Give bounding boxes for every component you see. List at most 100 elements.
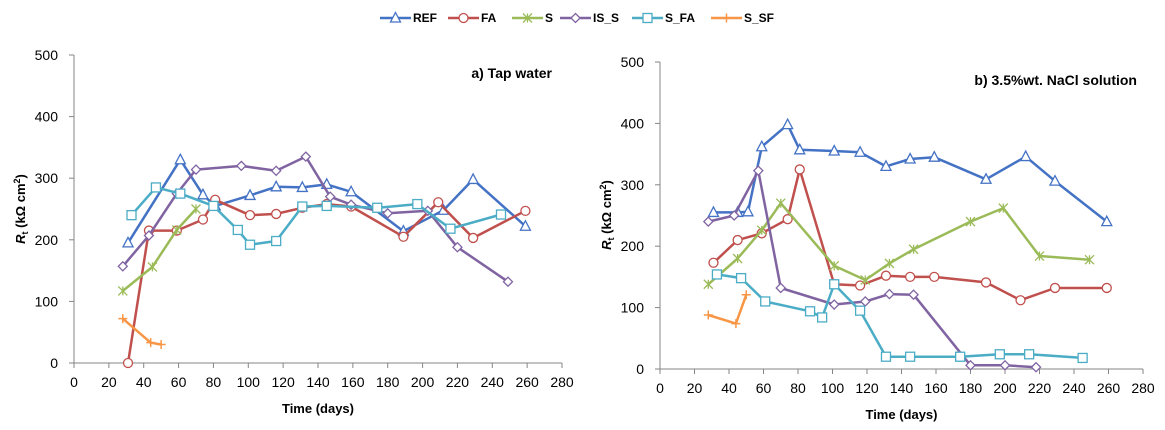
legend-item-ref: REF: [380, 11, 437, 25]
legend-label: IS_S: [593, 11, 619, 25]
data-point: [467, 232, 479, 244]
series-s-fa: [711, 269, 1088, 364]
legend: REF FA S IS_S S_FA S_SF: [380, 11, 774, 25]
data-point: [880, 351, 892, 362]
x-tick-label: 220: [446, 374, 470, 390]
data-point: [707, 205, 720, 218]
series-line: [121, 317, 162, 346]
data-point: [146, 338, 156, 348]
legend-item-s-fa: S_FA: [632, 11, 695, 25]
data-point: [300, 151, 312, 163]
data-point: [156, 340, 166, 350]
x-tick-label: 100: [237, 374, 261, 390]
series-s-sf: [118, 314, 166, 350]
x-tick-label: 140: [306, 374, 330, 390]
chart-panel-tap-water: 0 100 200 300 400 500 0 20 40 60 80 100 120 140 160 180…: [12, 47, 574, 416]
data-point: [1101, 282, 1112, 294]
data-point: [495, 209, 507, 220]
data-point: [732, 253, 743, 264]
y-axis-title: Rt (kΩ cm2): [12, 174, 30, 244]
data-point: [929, 271, 940, 283]
data-point: [174, 152, 187, 165]
data-point: [980, 277, 992, 288]
x-tick-label: 100: [821, 380, 845, 396]
data-point: [728, 210, 740, 221]
legend-marker: [522, 13, 533, 23]
series-s: [117, 204, 201, 296]
legend-label: FA: [481, 11, 497, 25]
data-point: [880, 270, 892, 281]
x-tick-label: 240: [1062, 380, 1086, 396]
legend-marker: [458, 12, 469, 24]
series-line: [130, 186, 502, 246]
data-point: [191, 204, 201, 214]
data-point: [755, 139, 768, 152]
y-tick-label: 500: [35, 47, 59, 63]
legend-marker: [722, 13, 731, 23]
data-point: [817, 312, 828, 323]
data-point: [908, 289, 919, 301]
data-point: [904, 351, 916, 362]
x-tick-label: 180: [376, 374, 400, 390]
series-ref: [707, 117, 1113, 227]
data-point: [793, 142, 806, 155]
data-point: [412, 198, 423, 210]
data-point: [519, 219, 532, 231]
data-point: [467, 172, 480, 185]
x-tick-label: 20: [101, 374, 117, 390]
data-point: [752, 165, 764, 177]
x-tick-label: 180: [959, 380, 983, 396]
y-tick-label: 0: [636, 361, 644, 377]
y-tick-label: 100: [621, 300, 645, 316]
data-point: [143, 230, 155, 241]
x-tick-label: 0: [70, 374, 78, 390]
data-point: [955, 351, 966, 362]
data-point: [1049, 282, 1061, 294]
data-point: [760, 296, 771, 307]
data-point: [1015, 295, 1026, 306]
x-tick-label: 160: [924, 380, 948, 396]
data-point: [372, 202, 383, 213]
x-tick-label: 260: [1097, 380, 1121, 396]
data-point: [735, 272, 747, 284]
data-point: [756, 225, 767, 236]
data-point: [235, 160, 247, 172]
data-point: [271, 235, 282, 247]
data-point: [117, 285, 128, 296]
data-point: [1030, 361, 1042, 373]
data-point: [994, 349, 1005, 360]
data-point: [828, 299, 840, 310]
data-point: [860, 275, 871, 285]
x-tick-label: 80: [790, 380, 806, 396]
data-point: [965, 359, 976, 371]
series-line: [122, 208, 197, 292]
data-point: [711, 269, 723, 280]
data-point: [904, 152, 917, 164]
data-point: [208, 200, 219, 212]
legend-marker: [642, 12, 653, 24]
data-point: [1077, 352, 1088, 364]
data-point: [502, 276, 514, 288]
data-point: [965, 216, 976, 227]
panel-title: a) Tap water: [471, 65, 552, 81]
data-point: [829, 279, 840, 290]
data-point: [879, 159, 893, 172]
data-point: [794, 164, 805, 175]
series-s-fa: [126, 182, 507, 250]
legend-item-s: S: [512, 11, 553, 25]
data-point: [190, 164, 202, 175]
data-point: [197, 214, 209, 225]
x-tick-label: 220: [1028, 380, 1052, 396]
data-point: [703, 310, 713, 320]
series-line: [707, 201, 1090, 286]
data-point: [520, 205, 531, 216]
data-point: [243, 188, 257, 201]
data-point: [126, 210, 137, 221]
data-point: [244, 239, 256, 250]
y-tick-label: 400: [35, 109, 59, 125]
y-axis-title: Rt (kΩ cm2): [598, 180, 616, 250]
chart-panel-nacl-solution: 0 100 200 300 400 500 0 20 40 60 80 100 120 140 160 180…: [598, 54, 1155, 422]
data-point: [270, 179, 283, 192]
data-point: [741, 290, 751, 300]
